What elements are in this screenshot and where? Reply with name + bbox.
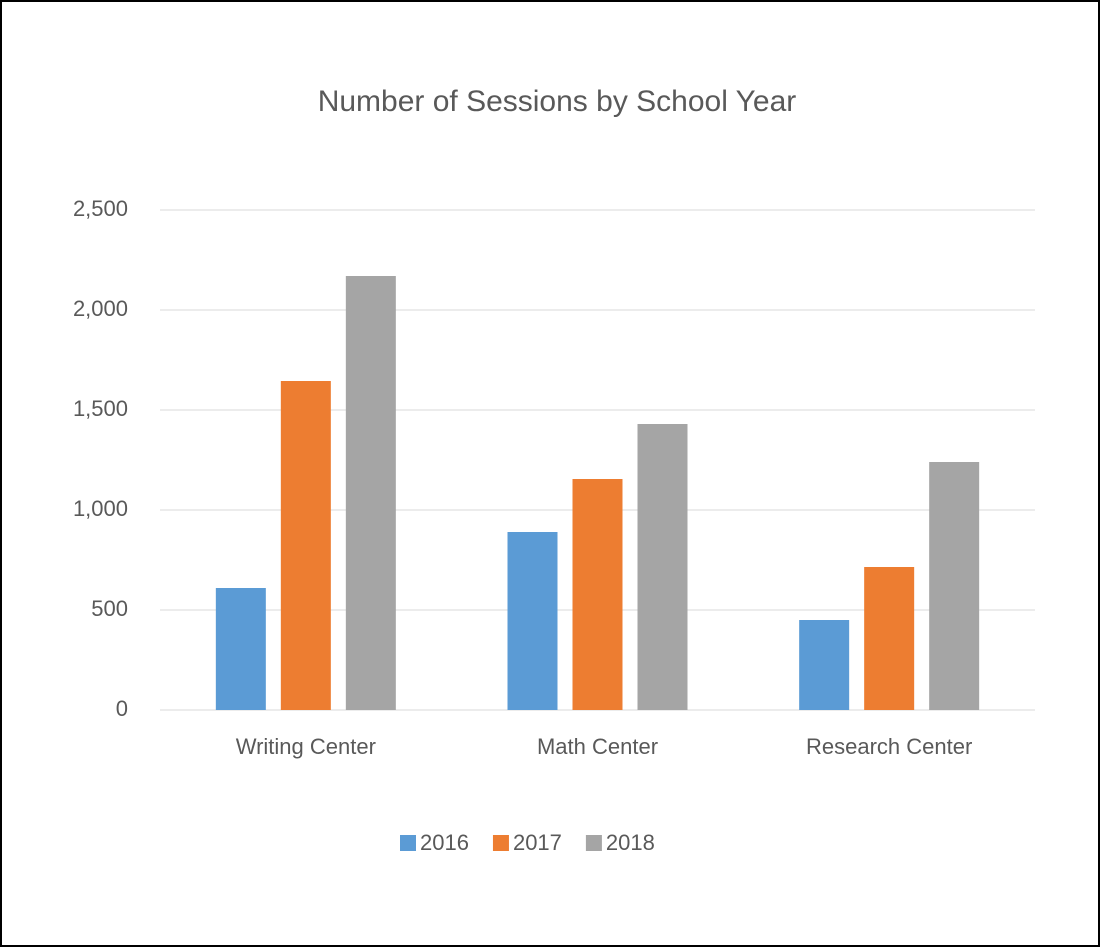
y-tick-label: 0 bbox=[116, 696, 128, 721]
y-tick-label: 2,500 bbox=[73, 196, 128, 221]
legend-swatch bbox=[492, 835, 509, 851]
legend-swatch bbox=[585, 835, 602, 851]
legend-label: 2016 bbox=[420, 830, 469, 855]
legend-swatch bbox=[400, 835, 416, 851]
bar bbox=[280, 381, 331, 710]
y-tick-label: 500 bbox=[91, 596, 128, 621]
x-tick-label: Writing Center bbox=[236, 734, 376, 759]
legend-label: 2018 bbox=[606, 830, 655, 855]
bar bbox=[572, 479, 623, 710]
y-tick-label: 1,500 bbox=[73, 396, 128, 421]
bar bbox=[799, 620, 850, 710]
x-tick-label: Research Center bbox=[806, 734, 972, 759]
chart-title: Number of Sessions by School Year bbox=[318, 85, 797, 118]
y-tick-label: 1,000 bbox=[73, 496, 128, 521]
legend-label: 2017 bbox=[513, 830, 562, 855]
bar bbox=[637, 424, 688, 710]
x-tick-label: Math Center bbox=[537, 734, 658, 759]
bar bbox=[345, 276, 396, 710]
y-tick-label: 2,000 bbox=[73, 296, 128, 321]
bar bbox=[929, 462, 980, 710]
bar bbox=[507, 532, 558, 710]
bar bbox=[215, 588, 266, 710]
bar bbox=[864, 567, 915, 710]
